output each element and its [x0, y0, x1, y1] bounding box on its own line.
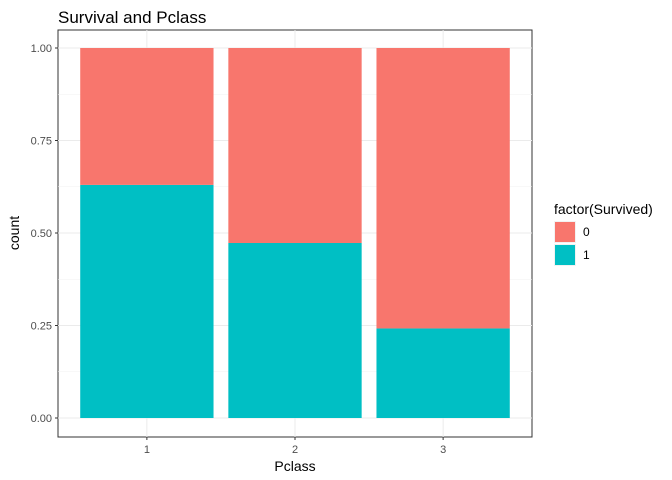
bar-3-survived-0	[376, 48, 510, 329]
y-tick-label: 0.25	[31, 321, 52, 333]
y-tick-label: 0.00	[31, 413, 52, 425]
bar-1-survived-0	[80, 48, 214, 185]
legend-label-0: 0	[583, 225, 590, 239]
y-tick-label: 0.75	[31, 136, 52, 148]
y-axis: 0.00 0.25 0.50 0.75 1.00	[31, 43, 58, 425]
legend-title: factor(Survived)	[554, 201, 653, 217]
x-tick-label: 3	[440, 444, 446, 456]
y-tick-label: 1.00	[31, 43, 52, 55]
x-axis: 1 2 3	[144, 437, 446, 456]
y-tick-label: 0.50	[31, 228, 52, 240]
legend-swatch-0	[555, 222, 575, 242]
bar-1-survived-1	[80, 184, 214, 418]
bar-2-survived-1	[228, 242, 362, 418]
x-tick-label: 1	[144, 444, 150, 456]
y-axis-title: count	[6, 216, 22, 250]
x-tick-label: 2	[292, 444, 298, 456]
legend: factor(Survived) 0 1	[554, 201, 653, 266]
chart-title: Survival and Pclass	[58, 8, 206, 27]
x-axis-title: Pclass	[274, 458, 315, 474]
bar-3-survived-1	[376, 328, 510, 418]
legend-label-1: 1	[583, 248, 590, 262]
bar-2-survived-0	[228, 48, 362, 243]
bars	[80, 48, 510, 418]
legend-swatch-1	[555, 245, 575, 265]
